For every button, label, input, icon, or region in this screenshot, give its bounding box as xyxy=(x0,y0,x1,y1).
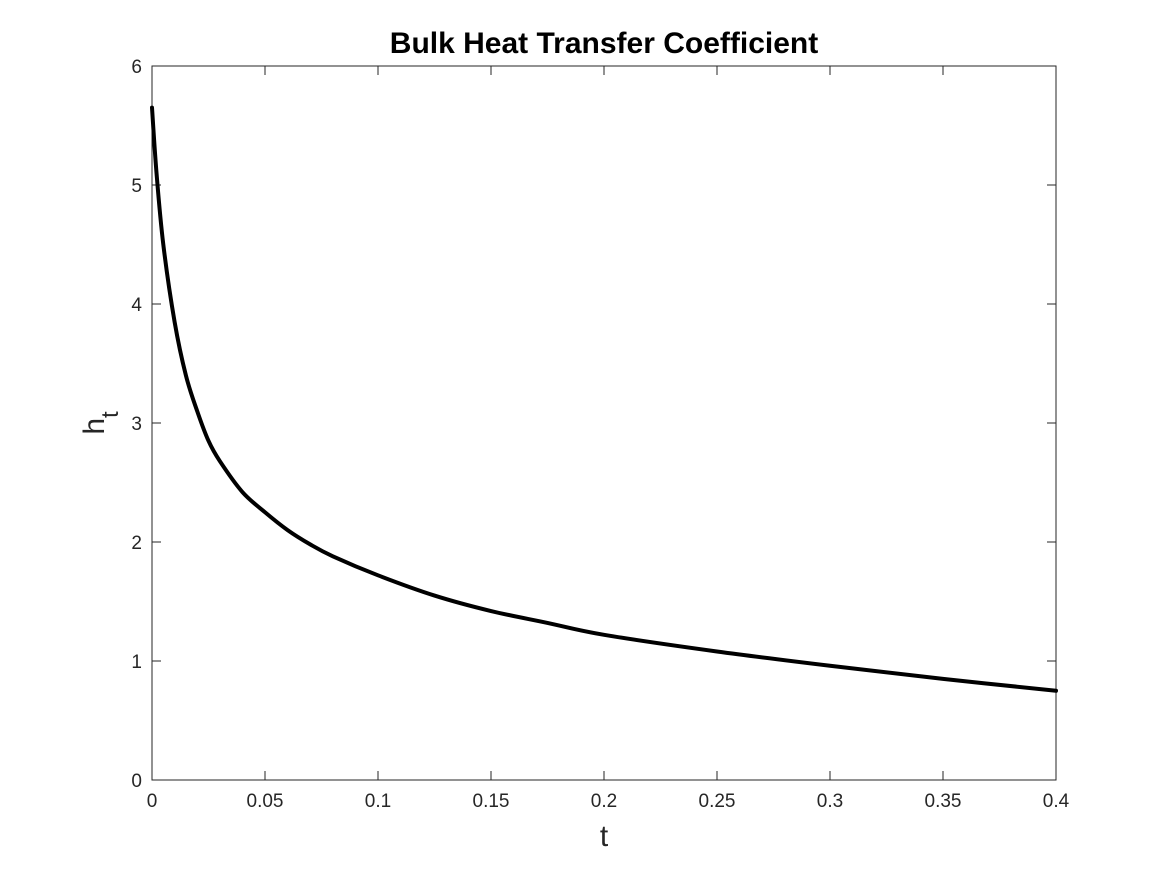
svg-text:ht: ht xyxy=(78,411,124,435)
x-axis-label: t xyxy=(600,820,609,853)
y-tick-label-3: 3 xyxy=(131,414,142,435)
y-axis-ticks: 0 1 2 3 4 5 6 xyxy=(131,57,1056,792)
x-axis-ticks: 0 0.05 0.1 0.15 0.2 0.25 0.3 0.35 0.4 xyxy=(147,66,1070,812)
chart-title: Bulk Heat Transfer Coefficient xyxy=(390,27,818,60)
x-tick-label-3: 0.15 xyxy=(473,791,510,812)
x-tick-label-8: 0.4 xyxy=(1043,791,1070,812)
y-tick-label-5: 5 xyxy=(131,176,142,197)
x-tick-label-4: 0.2 xyxy=(591,791,617,812)
y-tick-label-0: 0 xyxy=(131,771,142,792)
y-tick-label-1: 1 xyxy=(131,652,142,673)
y-axis-label: ht xyxy=(78,411,124,435)
y-tick-label-6: 6 xyxy=(131,57,142,78)
x-tick-label-2: 0.1 xyxy=(365,791,391,812)
series-line-h-t xyxy=(150,105,1058,693)
x-tick-label-7: 0.35 xyxy=(925,791,962,812)
y-tick-label-2: 2 xyxy=(131,533,142,554)
x-tick-label-6: 0.3 xyxy=(817,791,843,812)
x-tick-label-5: 0.25 xyxy=(699,791,736,812)
plot-area-frame xyxy=(151,65,1057,781)
y-axis-label-main: h xyxy=(78,418,111,435)
x-tick-label-0: 0 xyxy=(147,791,158,812)
y-axis-label-subscript: t xyxy=(97,411,124,418)
y-tick-label-4: 4 xyxy=(131,295,142,316)
x-tick-label-1: 0.05 xyxy=(247,791,284,812)
